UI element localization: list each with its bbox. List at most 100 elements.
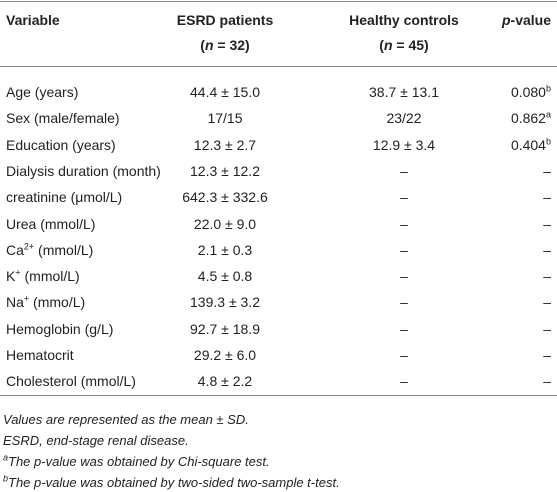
text: Education (years)	[6, 136, 116, 153]
text: Cholesterol (mmol/L)	[6, 373, 136, 390]
row-label: Cholesterol (mmol/L)	[6, 368, 136, 394]
table-cell: 2.1 ± 0.3	[125, 237, 325, 263]
table-cell: –	[304, 289, 504, 315]
table-cell: 44.4 ± 15.0	[125, 79, 325, 105]
table-cell: –	[543, 158, 551, 184]
text: = 45)	[392, 37, 429, 53]
superscript: +	[23, 293, 30, 304]
row-label: K+ (mmol/L)	[6, 263, 80, 289]
text: –	[400, 294, 408, 311]
row-label: Dialysis duration (month)	[6, 158, 161, 184]
text: –	[400, 215, 408, 232]
table-cell: –	[543, 368, 551, 394]
table-cell: 23/22	[304, 105, 504, 131]
text: 4.8 ± 2.2	[197, 373, 253, 390]
superscript: 2+	[23, 241, 35, 252]
table-cell: –	[543, 263, 551, 289]
table-cell: –	[304, 237, 504, 263]
row-label: Sex (male/female)	[6, 105, 120, 131]
header-rule	[0, 66, 557, 67]
column-header: ESRD patients	[125, 7, 325, 33]
table-cell: –	[543, 342, 551, 368]
text: –	[400, 241, 408, 258]
text: -value	[510, 12, 551, 28]
text: 12.3 ± 12.2	[190, 162, 260, 179]
text: –	[543, 268, 551, 285]
table-cell: –	[304, 184, 504, 210]
table-cell: 12.9 ± 3.4	[304, 132, 504, 158]
text: 0.404	[510, 136, 546, 153]
text: –	[543, 347, 551, 363]
column-header: Healthy controls	[304, 7, 504, 33]
text: (mmo/L)	[29, 294, 86, 311]
table-cell: 0.080b	[511, 79, 551, 105]
text: 17/15	[207, 110, 243, 127]
footnote: ESRD, end-stage renal disease.	[3, 431, 189, 451]
row-label: Urea (mmol/L)	[6, 211, 95, 237]
table-cell: –	[543, 289, 551, 315]
table-cell: –	[304, 342, 504, 368]
superscript: a	[3, 452, 9, 463]
row-label: Ca2+ (mmol/L)	[6, 237, 93, 263]
text: 12.9 ± 3.4	[372, 136, 436, 153]
text: (	[200, 37, 205, 53]
text: Ca	[6, 241, 24, 258]
text: –	[400, 373, 408, 390]
text: Hematocrit	[6, 347, 74, 363]
text: Sex (male/female)	[6, 110, 120, 127]
column-header: p-value	[502, 7, 551, 33]
table-cell: –	[304, 316, 504, 342]
text: –	[400, 268, 408, 285]
row-label: creatinine (μmol/L)	[6, 184, 122, 210]
table-cell: 92.7 ± 18.9	[125, 316, 325, 342]
table-cell: –	[304, 158, 504, 184]
row-label: Hemoglobin (g/L)	[6, 316, 113, 342]
text: ESRD, end-stage renal disease.	[3, 433, 189, 448]
text: The p-value was obtained by Chi-square t…	[8, 454, 270, 469]
top-rule	[0, 1, 557, 2]
table-cell: –	[543, 237, 551, 263]
table-cell: 12.3 ± 12.2	[125, 158, 325, 184]
table-cell: 38.7 ± 13.1	[304, 79, 504, 105]
text: 0.862	[510, 110, 546, 127]
text: –	[543, 215, 551, 232]
text: 0.080	[510, 84, 546, 100]
table-cell: –	[543, 211, 551, 237]
superscript: a	[545, 109, 551, 120]
superscript: +	[15, 267, 21, 278]
text: Hemoglobin (g/L)	[6, 320, 114, 337]
text: –	[400, 320, 408, 337]
superscript: b	[3, 473, 9, 484]
text: 2.1 ± 0.3	[197, 241, 253, 258]
column-sample-size: (n = 45)	[304, 32, 504, 58]
text: –	[400, 162, 408, 179]
text: 23/22	[386, 110, 422, 127]
text: 12.3 ± 2.7	[193, 136, 257, 153]
footnote: aThe p-value was obtained by Chi-square …	[3, 452, 270, 472]
table-cell: 4.5 ± 0.8	[125, 263, 325, 289]
text: –	[543, 241, 551, 258]
text: K	[6, 268, 16, 285]
text: (mmol/L)	[34, 241, 94, 258]
text: –	[543, 189, 551, 206]
table-cell: –	[304, 263, 504, 289]
superscript: b	[545, 135, 551, 146]
text: 29.2 ± 6.0	[193, 347, 257, 363]
row-label: Hematocrit	[6, 342, 74, 368]
table-cell: 0.862a	[511, 105, 551, 131]
italic-text: n	[383, 37, 393, 53]
text: = 32)	[213, 37, 250, 53]
table-cell: –	[543, 184, 551, 210]
text: 92.7 ± 18.9	[190, 320, 260, 337]
row-label: Na+ (mmo/L)	[6, 289, 85, 315]
text: (mmol/L)	[20, 268, 80, 285]
footnote: Values are represented as the mean ± SD.	[3, 410, 249, 430]
text: 642.3 ± 332.6	[182, 189, 268, 206]
text: 139.3 ± 3.2	[190, 294, 260, 311]
table-cell: 642.3 ± 332.6	[125, 184, 325, 210]
text: Healthy controls	[349, 12, 459, 28]
row-label: Education (years)	[6, 132, 116, 158]
text: –	[543, 320, 551, 337]
italic-text: n	[204, 37, 214, 53]
